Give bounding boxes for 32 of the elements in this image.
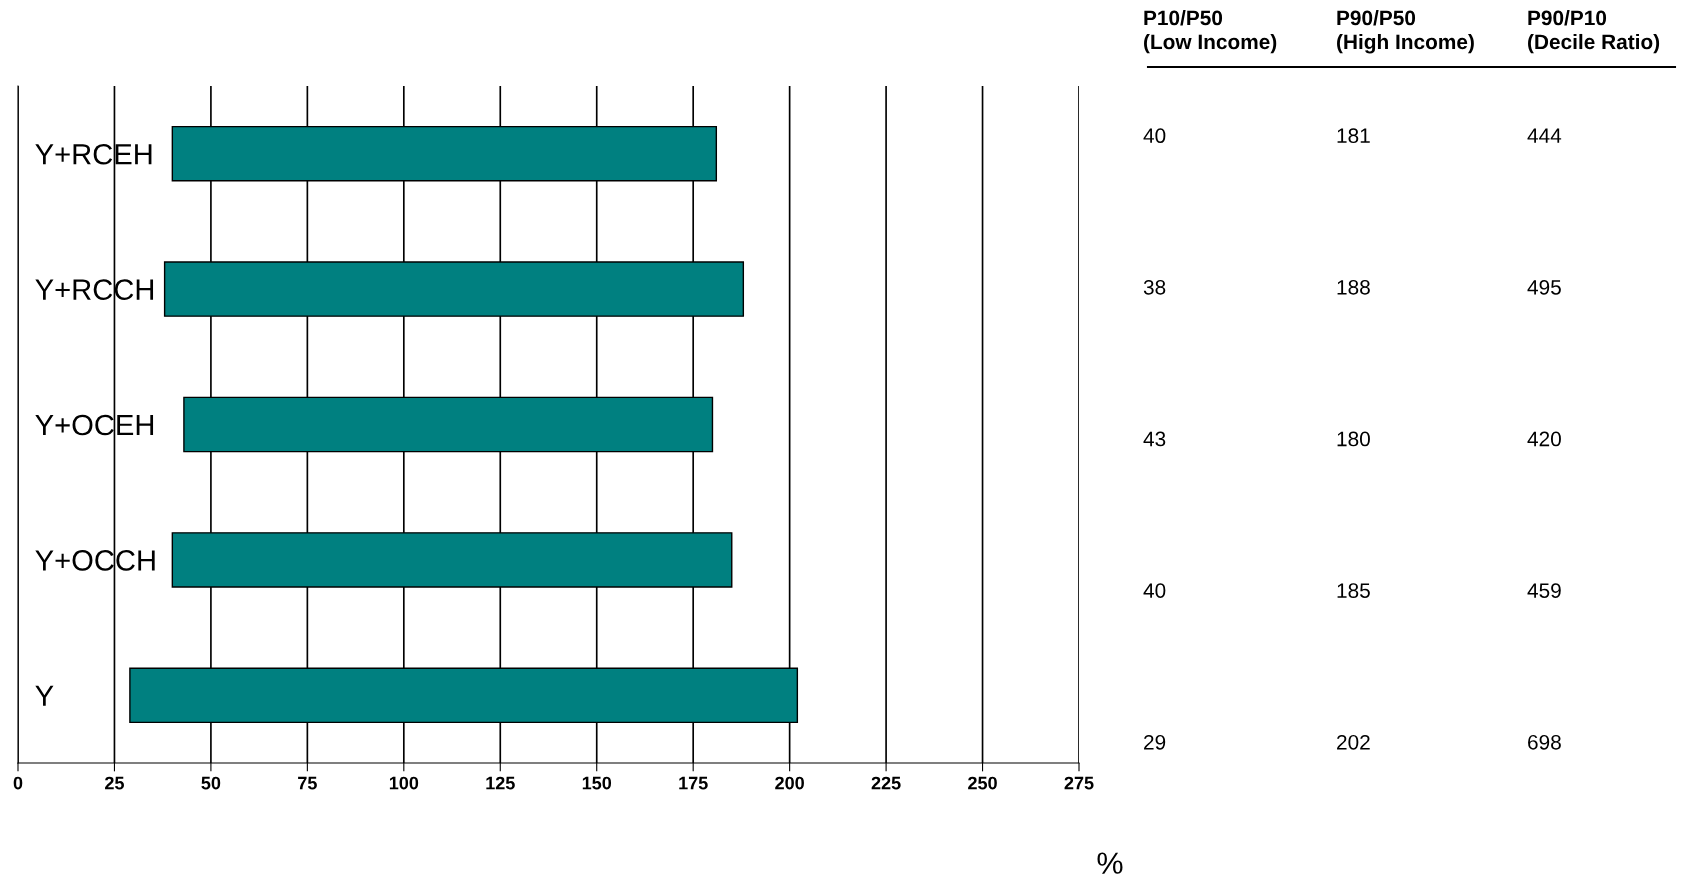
x-tick-label: 275 [1064,776,1094,790]
x-tick-label: 225 [871,776,901,790]
x-tick-label: 0 [13,776,23,790]
x-axis-title: % [1097,852,1123,874]
x-tick-label: 25 [105,776,124,790]
x-tick-label: 250 [968,776,997,790]
x-tick-label: 200 [775,776,804,790]
text: 43 [1143,431,1166,447]
text: P90/P50 (High Income) [1337,10,1474,54]
text: 698 [1528,734,1561,750]
text: 185 [1337,583,1370,598]
text: 29 [1144,734,1166,750]
text: 181 [1337,128,1370,144]
text: 459 [1527,583,1561,598]
text: 180 [1337,431,1370,447]
x-tick-label: 100 [389,776,419,790]
text: 40 [1143,583,1166,598]
text: 495 [1527,279,1561,295]
x-tick-label: 75 [298,776,317,790]
x-tick-label: 50 [201,776,221,790]
text: 202 [1337,734,1370,750]
text: 188 [1337,279,1370,295]
x-tick-label: 175 [679,776,708,790]
text: 40 [1143,128,1166,144]
x-tick-label: 150 [582,776,612,790]
text: 444 [1527,128,1562,143]
text: P10/P50 (Low Income) [1144,10,1277,54]
text: 420 [1527,431,1561,447]
text: 38 [1143,279,1166,295]
x-tick-label: 125 [486,776,515,790]
text: P90/P10 (Decile Ratio) [1528,10,1660,54]
y-tick-label: Y [35,685,54,706]
